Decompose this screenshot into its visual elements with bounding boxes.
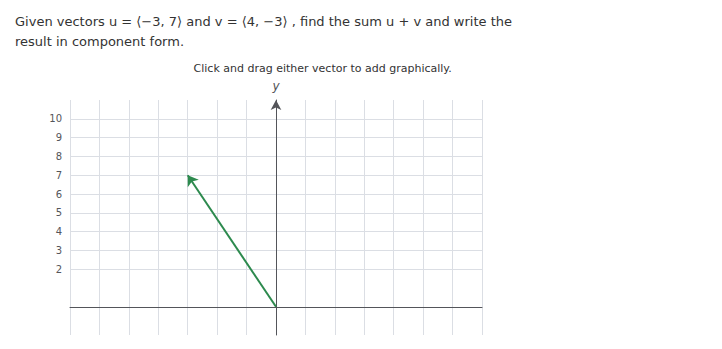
svg-text:3: 3 (56, 245, 62, 256)
svg-text:Click and drag either vector t: Click and drag either vector to add grap… (194, 62, 452, 75)
svg-text:2: 2 (56, 264, 62, 275)
svg-text:result in component form.: result in component form. (15, 34, 184, 49)
svg-text:5: 5 (56, 207, 62, 218)
svg-text:8: 8 (56, 151, 62, 162)
svg-text:Given vectors u = ⟨−3, 7⟩ and: Given vectors u = ⟨−3, 7⟩ and v = ⟨4, −3… (15, 14, 512, 29)
svg-text:y: y (271, 79, 280, 93)
svg-text:6: 6 (56, 189, 62, 200)
svg-text:10: 10 (49, 113, 62, 124)
svg-text:7: 7 (56, 170, 62, 181)
svg-text:4: 4 (56, 226, 62, 237)
svg-text:9: 9 (56, 132, 62, 143)
